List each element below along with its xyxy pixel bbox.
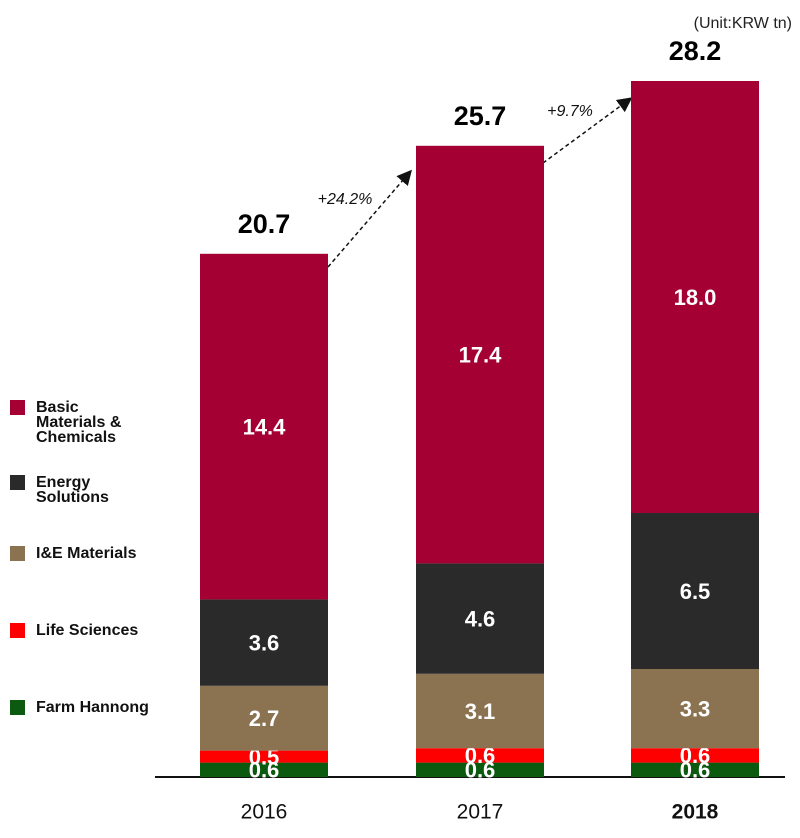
x-tick-label: 2017 [457,801,504,824]
bar-segment [416,748,544,763]
x-tick-label: 2016 [241,801,288,824]
value-label: 6.5 [680,579,711,604]
total-label: 25.7 [454,101,507,131]
bar-segment [200,253,328,600]
bar-segment [200,750,328,763]
growth-label: +24.2% [318,191,373,208]
value-label: 2.7 [249,706,280,731]
bar-segment [200,762,328,777]
growth-label: +9.7% [547,103,593,120]
value-label: 3.1 [465,699,496,724]
legend-label: Basic Materials & Chemicals [36,399,122,446]
unit-label: (Unit:KRW tn) [694,15,792,32]
total-label: 20.7 [238,209,291,239]
bar-segment [631,748,759,763]
value-label: 3.3 [680,696,711,721]
bar-segment [631,513,759,669]
value-label: 18.0 [674,285,717,310]
bar-segment [416,762,544,777]
x-tick-label: 2018 [672,801,719,824]
bar-segment [416,673,544,749]
bar-segment [631,81,759,513]
bar-segment [200,599,328,686]
bar-segment [416,145,544,564]
legend-label: Life Sciences [36,622,139,639]
legend-label: I&E Materials [36,545,137,562]
legend-swatch [10,623,25,638]
value-label: 14.4 [243,414,287,439]
legend-swatch [10,475,25,490]
bar-segment [631,762,759,777]
value-label: 3.6 [249,630,280,655]
growth-arrow [327,169,412,268]
value-label: 4.6 [465,606,496,631]
bar-segment [200,685,328,751]
legend-swatch [10,700,25,715]
bar-segment [416,563,544,674]
legend-swatch [10,546,25,561]
bar-segment [631,669,759,749]
legend-label: Farm Hannong [36,699,149,716]
legend-label: Energy Solutions [36,474,109,506]
legend-swatch [10,400,25,415]
total-label: 28.2 [669,36,722,66]
value-label: 17.4 [459,342,503,367]
